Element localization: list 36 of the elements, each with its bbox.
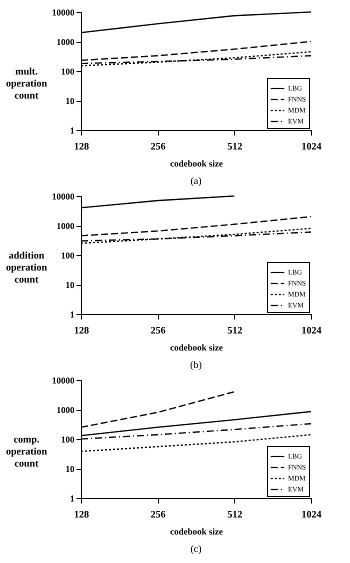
y-tick-label: 100 [61, 250, 75, 260]
x-tick-label: 1024 [302, 510, 322, 520]
x-tick-label: 128 [74, 326, 89, 336]
text: (a) [190, 176, 202, 187]
y-tick-label: 10000 [52, 192, 75, 202]
x-tick-label: 256 [150, 142, 166, 152]
y-tick-label: 100 [61, 66, 75, 76]
x-axis-title: codebook size [170, 342, 223, 352]
x-tick-label: 256 [150, 326, 166, 336]
x-tick-label: 128 [74, 142, 89, 152]
x-tick-label: 1024 [302, 326, 322, 336]
x-tick-label: 512 [227, 326, 242, 336]
x-tick-label: 512 [227, 510, 242, 520]
y-tick-label: 1000 [56, 405, 75, 415]
x-tick-label: 128 [74, 510, 89, 520]
y-tick-label: 10 [66, 280, 75, 290]
y-tick-label: 10 [66, 464, 75, 474]
text: (b) [190, 360, 202, 371]
y-tick-label: 10 [66, 96, 75, 106]
x-tick-label: 256 [150, 510, 166, 520]
y-tick-label: 1 [70, 310, 75, 320]
x-tick-label: 512 [227, 142, 242, 152]
text: (c) [190, 544, 202, 555]
y-tick-label: 10000 [52, 8, 75, 18]
y-axis-title: comp. operation count [6, 434, 48, 470]
y-axis-title: mult. operation count [6, 66, 48, 102]
x-tick-label: 1024 [302, 142, 322, 152]
y-tick-label: 1 [70, 494, 75, 504]
y-tick-label: 1 [70, 126, 75, 136]
y-axis-title: addition operation count [6, 250, 48, 286]
x-axis-title: codebook size [170, 526, 223, 536]
y-tick-label: 1000 [56, 37, 75, 47]
y-tick-label: 100 [61, 434, 75, 444]
y-tick-label: 1000 [56, 221, 75, 231]
x-axis-title: codebook size [170, 158, 223, 168]
y-tick-label: 10000 [52, 376, 75, 386]
